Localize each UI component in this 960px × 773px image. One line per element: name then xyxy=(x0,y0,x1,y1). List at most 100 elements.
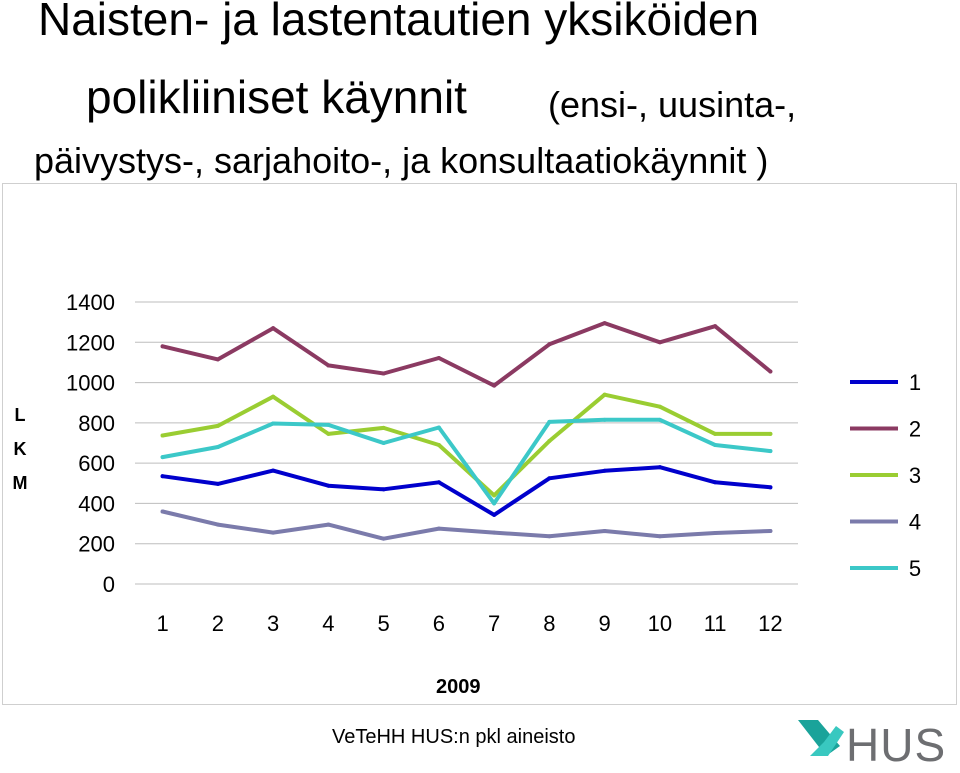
y-tick-label: 200 xyxy=(78,532,115,557)
data-point xyxy=(326,422,331,427)
data-point xyxy=(436,443,441,448)
data-point xyxy=(602,321,607,326)
x-tick-label: 6 xyxy=(433,611,445,636)
data-point xyxy=(215,522,220,527)
x-tick-label: 2 xyxy=(212,611,224,636)
data-point xyxy=(602,468,607,473)
y-tick-label: 600 xyxy=(78,451,115,476)
data-point xyxy=(271,394,276,399)
series-line-1 xyxy=(160,465,773,517)
data-point xyxy=(492,512,497,517)
data-point xyxy=(436,526,441,531)
data-point xyxy=(271,530,276,535)
data-point xyxy=(602,417,607,422)
data-point xyxy=(713,480,718,485)
data-point xyxy=(657,340,662,345)
x-tick-label: 1 xyxy=(157,611,169,636)
data-point xyxy=(547,476,552,481)
x-tick-label: 8 xyxy=(543,611,555,636)
y-axis-label-letter: K xyxy=(13,439,27,459)
data-point xyxy=(768,529,773,534)
data-point xyxy=(768,449,773,454)
x-axis-label: 2009 xyxy=(436,676,481,698)
x-tick-label: 10 xyxy=(648,611,672,636)
x-tick-label: 7 xyxy=(488,611,500,636)
y-tick-label: 0 xyxy=(103,572,115,597)
x-tick-label: 12 xyxy=(758,611,782,636)
data-point xyxy=(602,529,607,534)
source-note: VeTeHH HUS:n pkl aineisto xyxy=(332,726,576,748)
legend-label: 3 xyxy=(909,463,921,488)
data-point xyxy=(602,392,607,397)
hus-logo-mark xyxy=(798,720,844,756)
legend-label: 2 xyxy=(909,417,921,442)
series-line-5 xyxy=(160,417,773,506)
title-line-1: Naisten- ja lastentautien yksiköiden xyxy=(38,0,760,45)
hus-logo: HUS xyxy=(796,712,956,771)
data-point xyxy=(271,468,276,473)
data-point xyxy=(657,404,662,409)
y-axis-label-letter: L xyxy=(14,405,26,425)
data-point xyxy=(492,530,497,535)
data-point xyxy=(326,431,331,436)
y-axis-label-letter: M xyxy=(12,473,28,493)
data-point xyxy=(713,324,718,329)
data-point xyxy=(160,455,165,460)
data-point xyxy=(436,480,441,485)
data-point xyxy=(657,534,662,539)
data-point xyxy=(160,509,165,514)
data-point xyxy=(381,536,386,541)
x-tick-label: 9 xyxy=(599,611,611,636)
data-point xyxy=(713,431,718,436)
data-point xyxy=(657,465,662,470)
data-point xyxy=(381,371,386,376)
data-point xyxy=(547,534,552,539)
data-point xyxy=(436,355,441,360)
data-point xyxy=(547,342,552,347)
x-tick-label: 11 xyxy=(704,611,727,636)
x-tick-label: 4 xyxy=(322,611,334,636)
legend-label: 4 xyxy=(909,510,921,535)
data-point xyxy=(160,474,165,479)
data-point xyxy=(381,487,386,492)
y-tick-label: 800 xyxy=(78,411,115,436)
data-point xyxy=(326,522,331,527)
data-point xyxy=(215,481,220,486)
legend-label: 5 xyxy=(909,556,921,581)
y-tick-label: 400 xyxy=(78,491,115,516)
data-point xyxy=(547,419,552,424)
title-line-2: polikliiniset käynnit xyxy=(86,71,467,123)
data-point xyxy=(713,443,718,448)
data-point xyxy=(271,421,276,426)
series-line-4 xyxy=(160,509,773,541)
data-point xyxy=(271,326,276,331)
hus-logo-text: HUS xyxy=(846,719,947,771)
data-point xyxy=(768,431,773,436)
data-point xyxy=(713,531,718,536)
data-point xyxy=(547,438,552,443)
data-point xyxy=(436,425,441,430)
y-tick-label: 1200 xyxy=(66,330,115,355)
title-line-3: päivystys-, sarjahoito-, ja konsultaatio… xyxy=(34,140,769,181)
series-line-3 xyxy=(160,392,773,498)
legend-label: 1 xyxy=(909,370,921,395)
data-point xyxy=(215,423,220,428)
data-point xyxy=(492,383,497,388)
x-tick-label: 3 xyxy=(267,611,279,636)
y-axis-label: L K M xyxy=(10,398,30,500)
data-point xyxy=(160,344,165,349)
series-line-2 xyxy=(160,321,773,388)
data-point xyxy=(215,445,220,450)
data-point xyxy=(326,363,331,368)
data-point xyxy=(215,357,220,362)
y-tick-label: 1400 xyxy=(66,290,115,315)
data-point xyxy=(326,483,331,488)
y-tick-label: 1000 xyxy=(66,371,115,396)
title-line-2-sub: (ensi-, uusinta-, xyxy=(548,84,797,125)
data-point xyxy=(768,369,773,374)
data-point xyxy=(160,433,165,438)
x-tick-label: 5 xyxy=(378,611,390,636)
data-point xyxy=(492,501,497,506)
chart-frame xyxy=(2,183,957,705)
